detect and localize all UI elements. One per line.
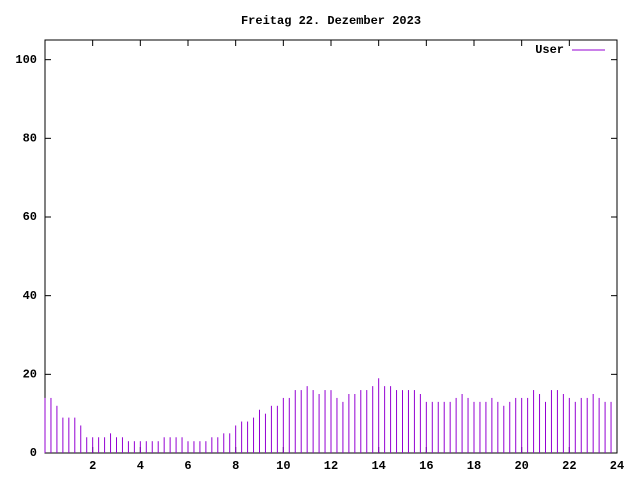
x-tick-label: 18 [467,459,481,473]
x-tick-label: 14 [371,459,385,473]
y-tick-label: 20 [23,368,37,382]
x-tick-label: 22 [562,459,576,473]
y-tick-label: 80 [23,132,37,146]
x-tick-label: 10 [276,459,290,473]
x-tick-label: 8 [232,459,239,473]
y-tick-label: 0 [30,446,37,460]
x-tick-label: 6 [184,459,191,473]
x-tick-label: 20 [514,459,528,473]
x-tick-label: 4 [137,459,144,473]
x-tick-label: 16 [419,459,433,473]
x-tick-label: 2 [89,459,96,473]
y-tick-label: 60 [23,210,37,224]
y-tick-label: 40 [23,289,37,303]
y-tick-label: 100 [15,53,37,67]
x-tick-label: 12 [324,459,338,473]
chart-title: Freitag 22. Dezember 2023 [241,14,421,28]
legend-label: User [535,43,564,57]
x-tick-label: 24 [610,459,624,473]
